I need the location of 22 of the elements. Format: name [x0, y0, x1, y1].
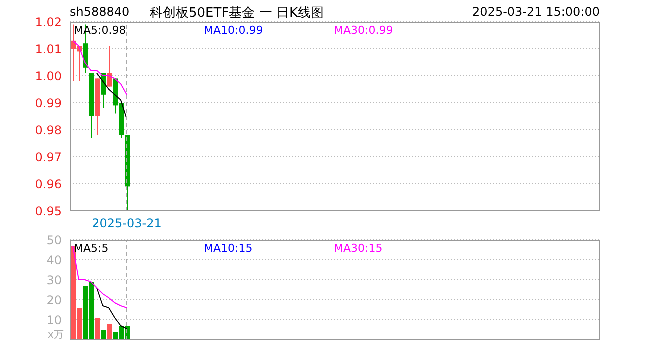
text: MA30:0.99 [334, 24, 394, 37]
y-tick-label: 0.99 [35, 96, 62, 110]
y-tick-label: 50 [46, 233, 62, 248]
y-tick-label: 1.02 [35, 15, 62, 30]
text: 科创板50ETF基金 一 日K线图 [150, 5, 324, 22]
text: MA30:15 [334, 242, 383, 255]
y-tick-label: 30 [46, 273, 62, 288]
y-tick-label: 40 [46, 253, 62, 268]
y-tick-label: 10 [46, 313, 62, 328]
y-tick-label: 0.96 [35, 177, 62, 192]
y-tick-label: 0.95 [35, 204, 62, 218]
y-tick-label: 20 [46, 293, 62, 308]
y-tick-label: 1.01 [35, 42, 62, 56]
y-axis-title: x万 [48, 329, 64, 342]
text: MA10:15 [204, 242, 253, 255]
y-tick-label: 0.97 [35, 150, 62, 164]
text: MA10:0.99 [204, 24, 264, 37]
y-tick-label: 1.00 [35, 69, 62, 84]
y-tick-label: 0.98 [35, 123, 62, 138]
text: sh588840 [70, 5, 130, 19]
text: 2025-03-21 15:00:00 [472, 5, 600, 19]
x-tick-label: 2025-03-21 [92, 216, 162, 231]
